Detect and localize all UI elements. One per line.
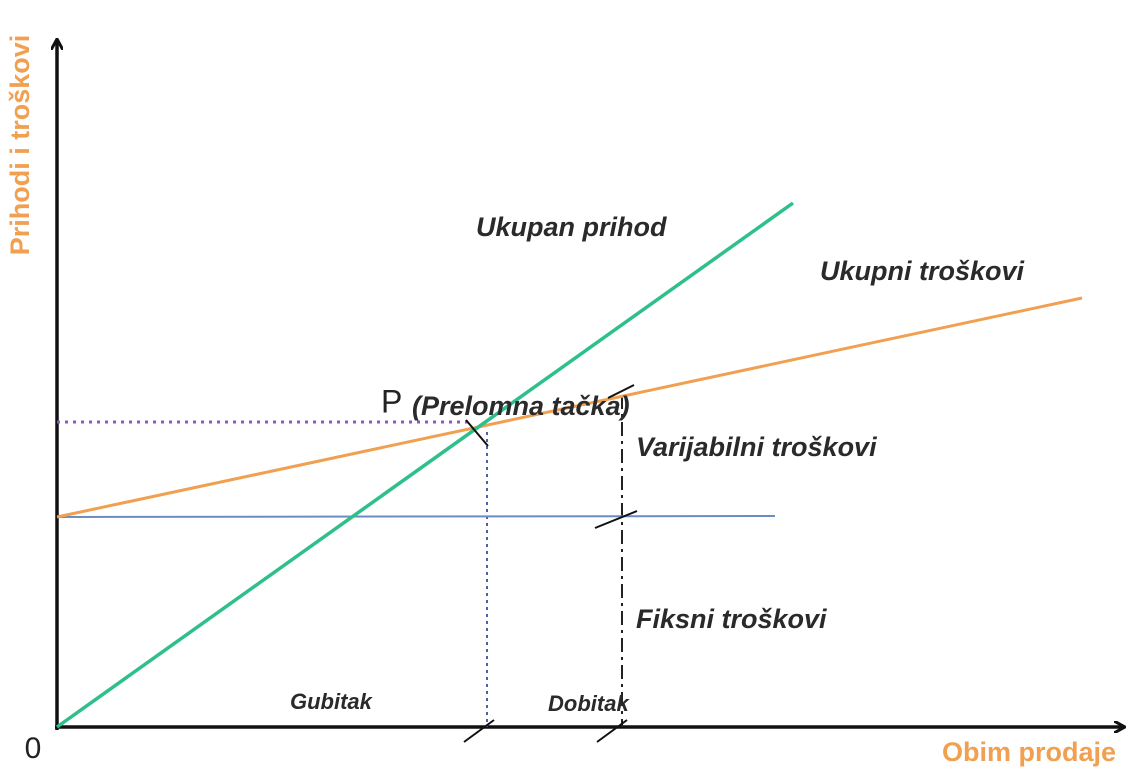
tick-marks: [463, 384, 638, 743]
y-axis-label: Prihodi i troškovi: [5, 35, 35, 256]
label: Fiksni troškovi: [636, 604, 827, 634]
label: Ukupan prihod: [476, 212, 667, 242]
label: Ukupni troškovi: [820, 256, 1025, 286]
label: Varijabilni troškovi: [636, 432, 877, 462]
label: (Prelomna tačka): [412, 391, 630, 421]
total-revenue-line: [55, 201, 795, 729]
label: Gubitak: [290, 689, 374, 714]
fixed-costs-line: [56, 515, 776, 518]
label: P: [381, 383, 402, 419]
total-costs-line: [56, 296, 1083, 519]
label: Dobitak: [548, 691, 630, 716]
origin-label: 0: [25, 732, 42, 765]
x-axis-label: Obim prodaje: [942, 737, 1116, 767]
